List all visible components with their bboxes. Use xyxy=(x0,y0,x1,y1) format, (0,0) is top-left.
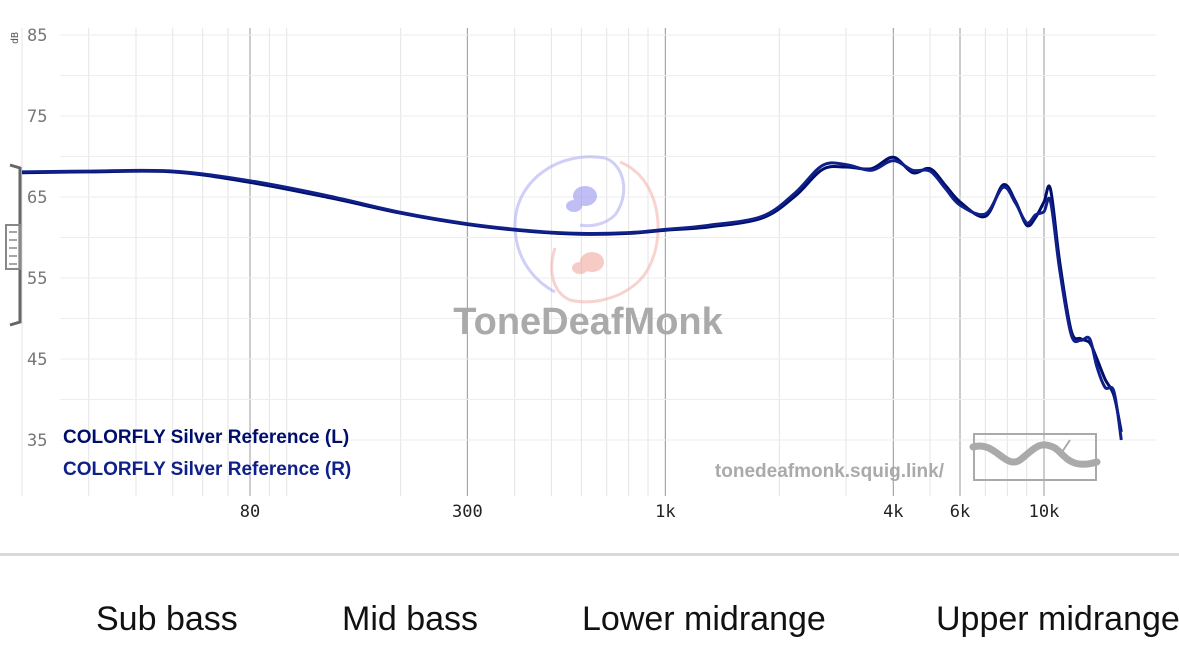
y-tick-label: 55 xyxy=(27,269,47,289)
y-tick-label: 35 xyxy=(27,431,47,451)
band-sub-bass: Sub bass xyxy=(96,600,238,638)
x-tick-label: 1k xyxy=(655,502,675,522)
frequency-response-chart: 85 75 65 55 45 35 dB ToneDeafMonk COLORFLY Si… xyxy=(5,26,1156,522)
x-tick-label: 80 xyxy=(240,502,260,522)
x-tick-label: 10k xyxy=(1029,502,1060,522)
legend-entry-left[interactable]: COLORFLY Silver Reference (L) xyxy=(63,427,349,448)
band-lower-midrange: Lower midrange xyxy=(582,600,826,638)
band-mid-bass: Mid bass xyxy=(342,600,479,638)
x-axis-ticks: 80 300 1k 4k 6k 10k xyxy=(240,502,1060,522)
watermark-brand: ToneDeafMonk xyxy=(453,301,723,343)
series-lines xyxy=(21,155,1123,441)
y-tick-label: 45 xyxy=(27,350,47,370)
horizontal-grid xyxy=(60,34,1156,441)
y-tick-label: 65 xyxy=(27,188,47,208)
y-tick-label: 85 xyxy=(27,26,47,46)
legend-entry-right[interactable]: COLORFLY Silver Reference (R) xyxy=(63,459,351,480)
watermark-url: tonedeafmonk.squig.link/ xyxy=(715,461,945,482)
x-tick-label: 4k xyxy=(883,502,903,522)
monk-logo-icon xyxy=(513,155,660,304)
y-tick-label: 75 xyxy=(27,107,47,127)
y-axis-ticks: 85 75 65 55 45 35 xyxy=(27,26,47,451)
x-tick-label: 6k xyxy=(950,502,970,522)
chart-divider xyxy=(0,553,1179,556)
squiglink-logo-icon xyxy=(969,433,1101,481)
x-tick-label: 300 xyxy=(452,502,483,522)
y-unit-label: dB xyxy=(10,32,21,44)
band-upper-midrange: Upper midrange xyxy=(936,600,1179,638)
major-grid xyxy=(249,28,1045,496)
series-line-right[interactable] xyxy=(21,159,1123,441)
y-scale-handle[interactable] xyxy=(5,163,22,327)
